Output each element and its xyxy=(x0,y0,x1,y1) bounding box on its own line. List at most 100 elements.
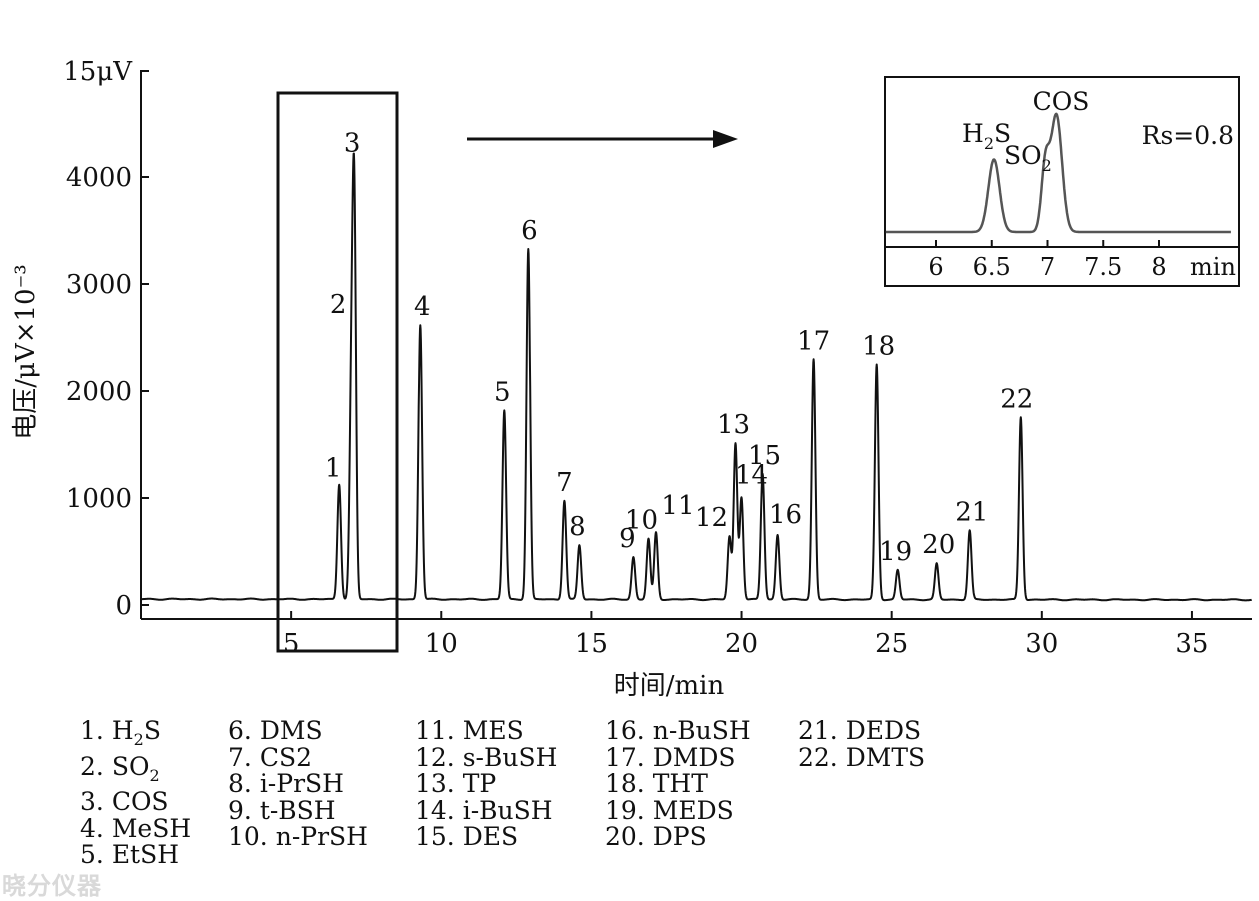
peak-label: 20 xyxy=(922,530,955,560)
inset-tick-label: 6 xyxy=(928,253,943,281)
legend-compound: SO xyxy=(112,752,150,781)
legend-compound: DMS xyxy=(260,716,323,745)
legend-compound: s-BuSH xyxy=(463,743,558,772)
x-tick-label: 20 xyxy=(725,629,758,659)
peak-label: 16 xyxy=(769,500,802,530)
legend-compound: t-BSH xyxy=(260,796,336,825)
x-tick-label: 15 xyxy=(575,629,608,659)
peak-label: 1 xyxy=(325,454,342,484)
legend-number: 21. xyxy=(798,716,846,745)
peak-label: 15 xyxy=(748,441,781,471)
legend-compound: DPS xyxy=(653,822,707,851)
legend-compound: DMDS xyxy=(653,743,736,772)
legend-item: 5. EtSH xyxy=(80,842,228,869)
y-tick-label: 4000 xyxy=(66,163,132,193)
legend-compound: DEDS xyxy=(846,716,921,745)
legend-number: 11. xyxy=(415,716,463,745)
legend-subscript: 2 xyxy=(134,730,144,749)
legend-number: 10. xyxy=(228,822,276,851)
y-tick-label: 3000 xyxy=(66,270,132,300)
legend-number: 22. xyxy=(798,743,846,772)
legend-item: 22. DMTS xyxy=(798,745,998,772)
x-tick-label: 30 xyxy=(1025,629,1058,659)
legend-item: 10. n-PrSH xyxy=(228,824,415,851)
peak-label: 22 xyxy=(1000,384,1033,414)
legend-number: 12. xyxy=(415,743,463,772)
y-tick-label: 0 xyxy=(115,591,132,621)
peak-label: 12 xyxy=(695,503,728,533)
legend-number: 15. xyxy=(415,822,463,851)
legend-number: 7. xyxy=(228,743,260,772)
zoom-arrow xyxy=(467,130,738,148)
legend-compound: n-BuSH xyxy=(653,716,751,745)
peak-label: 3 xyxy=(344,129,361,159)
legend-number: 13. xyxy=(415,769,463,798)
peak-label: 17 xyxy=(797,326,830,356)
peak-label: 10 xyxy=(625,506,658,536)
legend-compound: MES xyxy=(463,716,524,745)
peak-label: 13 xyxy=(717,410,750,440)
inset-tick-label: 7.5 xyxy=(1084,253,1122,281)
legend-compound: TP xyxy=(463,769,497,798)
legend-number: 5. xyxy=(80,840,112,869)
legend-number: 20. xyxy=(605,822,653,851)
legend-compound-tail: S xyxy=(144,716,161,745)
legend-compound: MeSH xyxy=(112,814,191,843)
legend-number: 6. xyxy=(228,716,260,745)
legend-item: 11. MES xyxy=(415,718,605,745)
x-tick-label: 25 xyxy=(875,629,908,659)
legend-number: 9. xyxy=(228,796,260,825)
legend-number: 19. xyxy=(605,796,653,825)
legend-number: 16. xyxy=(605,716,653,745)
inset-tick-label: 6.5 xyxy=(973,253,1011,281)
legend-item: 18. THT xyxy=(605,771,798,798)
legend-item: 19. MEDS xyxy=(605,798,798,825)
legend-item: 2. SO2 xyxy=(80,754,228,790)
legend-item: 7. CS2 xyxy=(228,745,415,772)
x-tick-label: 35 xyxy=(1175,629,1208,659)
legend-compound: i-PrSH xyxy=(260,769,344,798)
peak-label: 5 xyxy=(494,377,511,407)
legend-compound: DMTS xyxy=(846,743,925,772)
legend-subscript: 2 xyxy=(149,766,159,785)
peak-label: 21 xyxy=(955,497,988,527)
legend-item: 15. DES xyxy=(415,824,605,851)
legend-item: 21. DEDS xyxy=(798,718,998,745)
watermark-text: 晓分仪器 xyxy=(2,866,102,901)
legend-compound: i-BuSH xyxy=(463,796,553,825)
legend-item: 1. H2S xyxy=(80,718,228,754)
legend-item: 4. MeSH xyxy=(80,816,228,843)
legend-item: 20. DPS xyxy=(605,824,798,851)
legend-item: 14. i-BuSH xyxy=(415,798,605,825)
legend-number: 8. xyxy=(228,769,260,798)
peak-label: 19 xyxy=(879,537,912,567)
legend-item: 13. TP xyxy=(415,771,605,798)
legend-item: 6. DMS xyxy=(228,718,415,745)
legend-item: 8. i-PrSH xyxy=(228,771,415,798)
legend-item: 12. s-BuSH xyxy=(415,745,605,772)
inset-rs-annotation: Rs=0.8 xyxy=(1142,121,1234,150)
legend-number: 4. xyxy=(80,814,112,843)
peak-label: 8 xyxy=(569,512,586,542)
legend-compound: THT xyxy=(653,769,708,798)
peak-label: 18 xyxy=(862,332,895,362)
peak-label: 4 xyxy=(414,292,431,322)
legend-item: 9. t-BSH xyxy=(228,798,415,825)
legend-compound: EtSH xyxy=(112,840,179,869)
legend-item: 3. COS xyxy=(80,789,228,816)
x-tick-label: 5 xyxy=(283,629,300,659)
y-tick-label: 1000 xyxy=(66,484,132,514)
y-top-label: 15μV xyxy=(63,57,133,87)
legend-compound: CS2 xyxy=(260,743,312,772)
legend-number: 17. xyxy=(605,743,653,772)
legend-item: 17. DMDS xyxy=(605,745,798,772)
peak-label: 2 xyxy=(330,290,347,320)
legend-number: 3. xyxy=(80,787,112,816)
inset-label-cos: COS xyxy=(1033,87,1090,116)
